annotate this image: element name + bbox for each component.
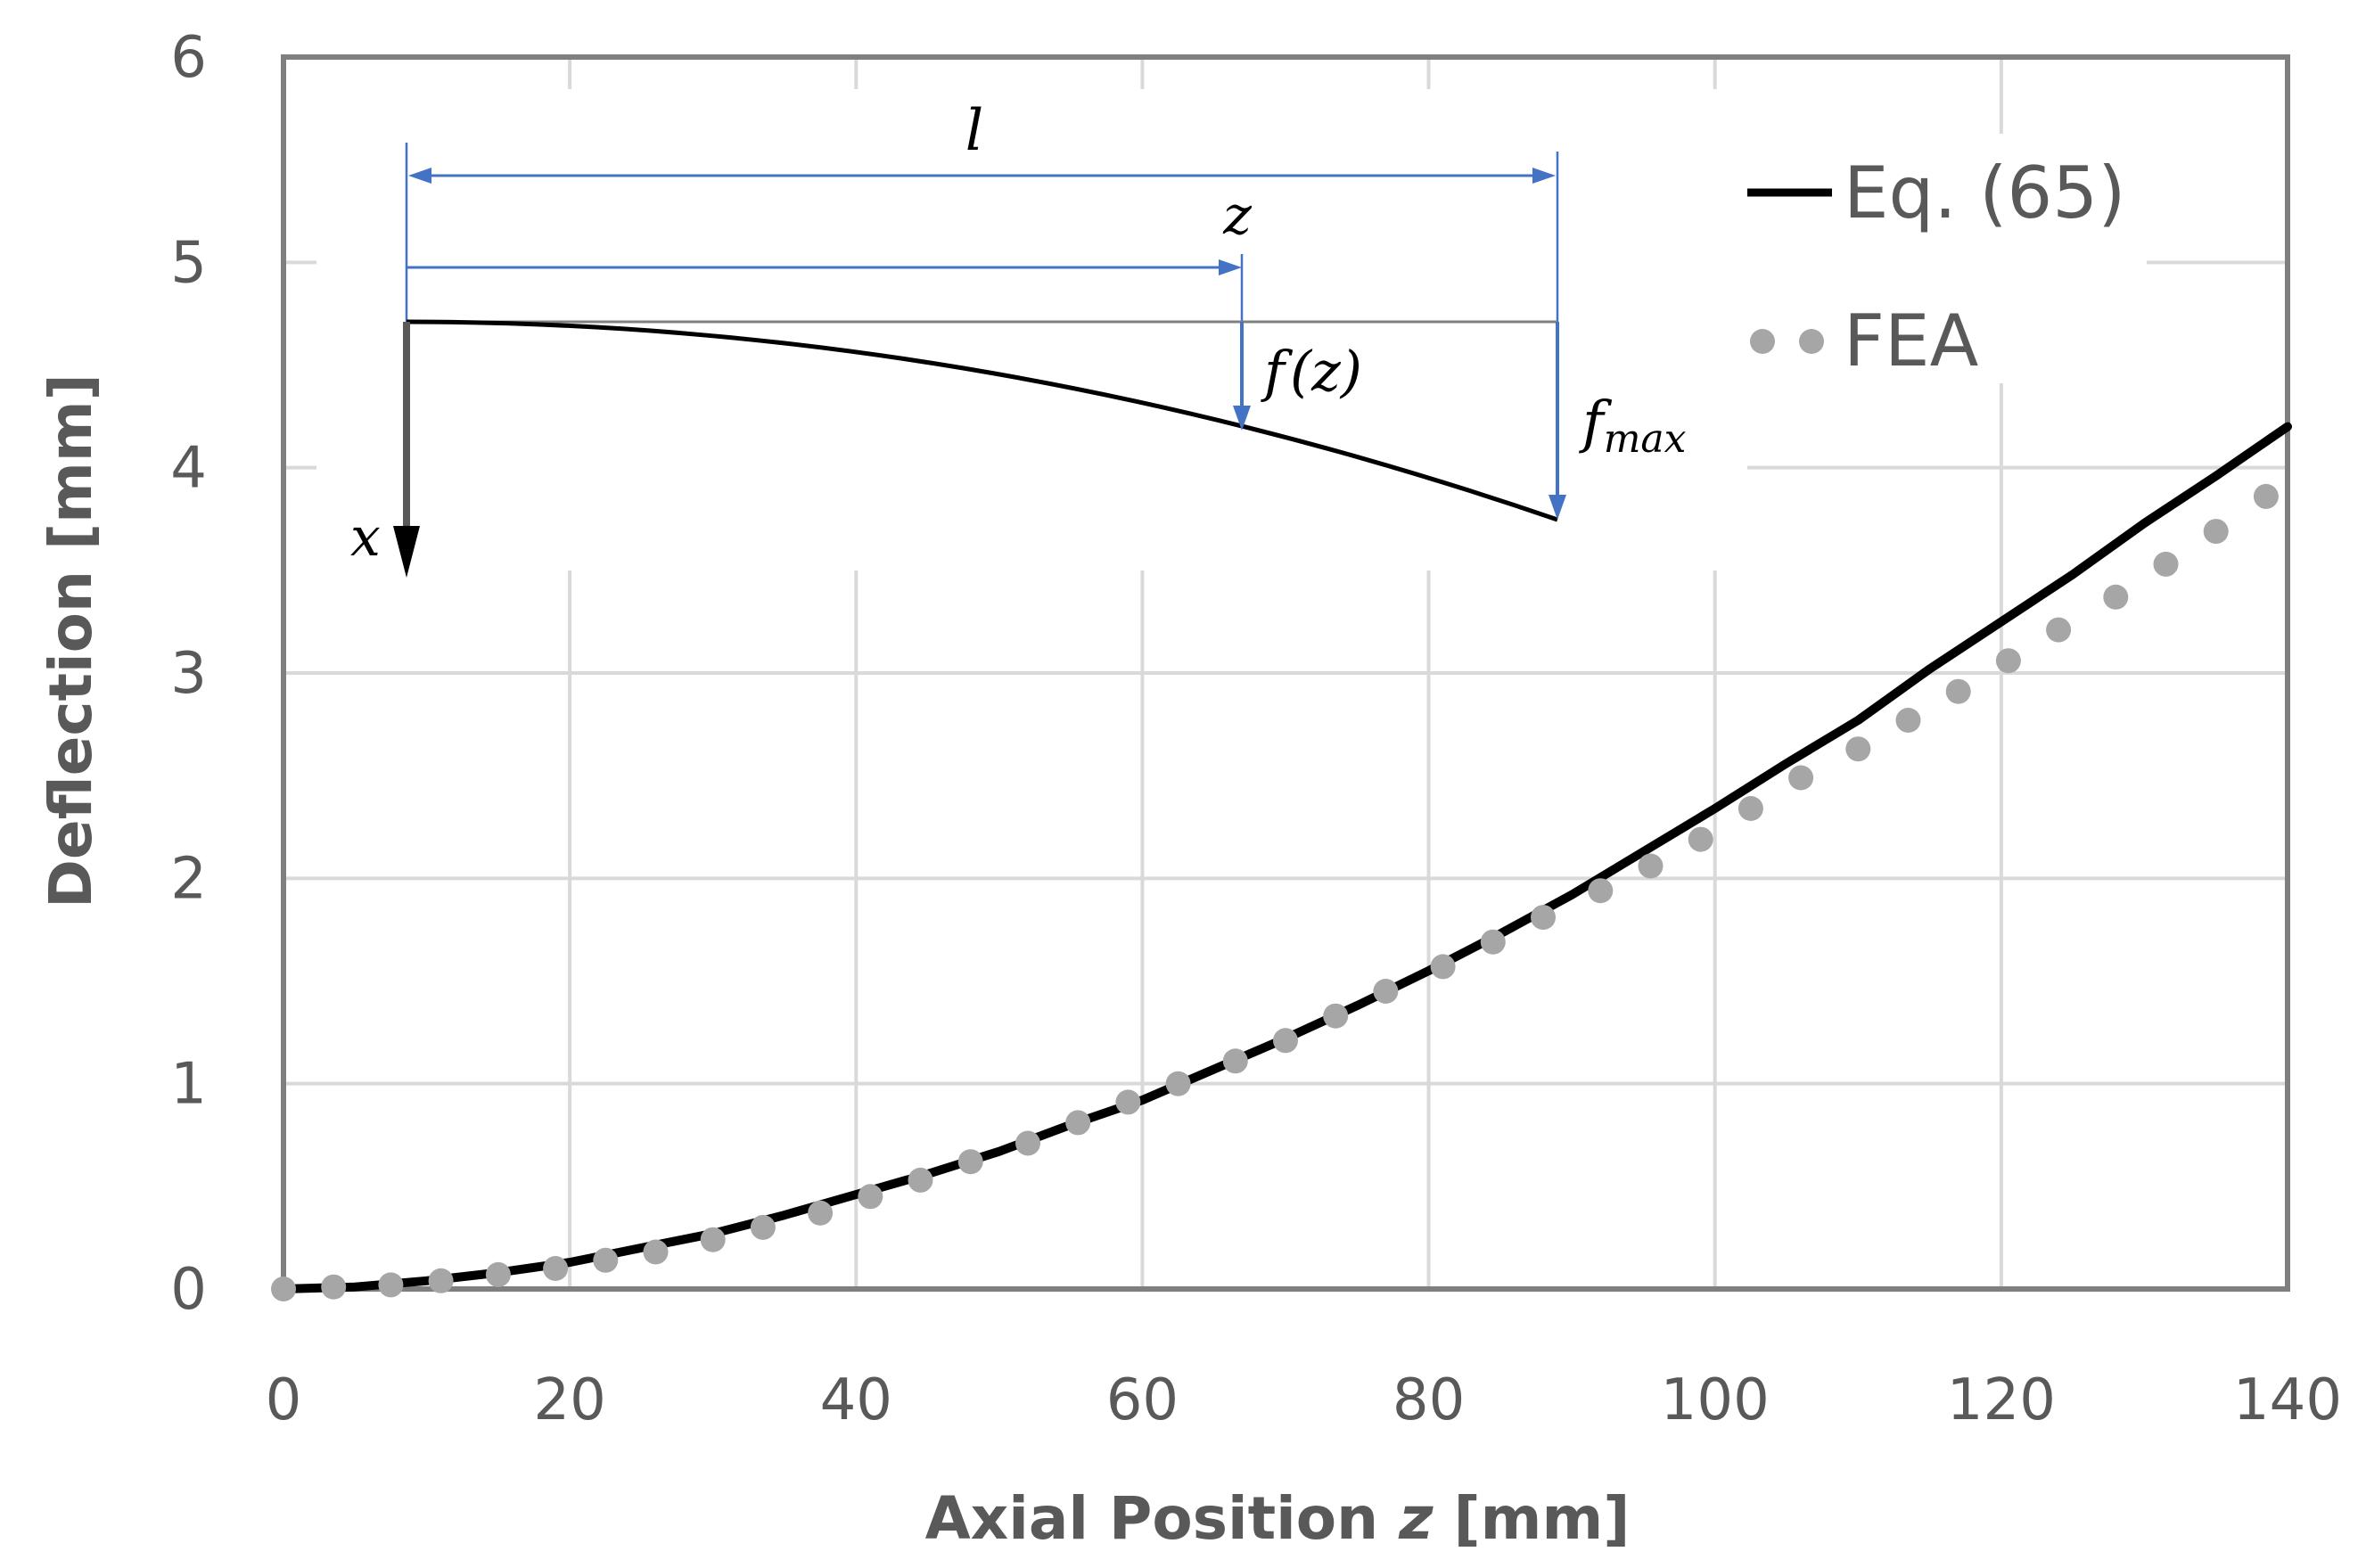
fea-point — [1273, 1028, 1298, 1054]
y-tick-labels: 0 1 2 3 4 5 6 — [170, 25, 207, 1323]
x-tick-label: 20 — [533, 1367, 605, 1433]
fea-point — [2103, 584, 2129, 610]
fea-point — [1065, 1110, 1091, 1136]
fmax-label: fmax — [1579, 390, 1687, 462]
fea-point — [1531, 905, 1556, 931]
x-tick-label: 100 — [1661, 1367, 1770, 1433]
fea-point — [2203, 519, 2229, 545]
x-tick-label: 80 — [1392, 1367, 1465, 1433]
fea-point — [321, 1274, 347, 1300]
fea-point — [1638, 853, 1664, 879]
inset-background — [316, 89, 1747, 571]
y-tick-label: 2 — [170, 846, 207, 912]
fea-point — [543, 1256, 569, 1281]
x-axis-title-suffix: [mm] — [1434, 1484, 1631, 1553]
fea-point — [1165, 1071, 1191, 1096]
length-label: l — [965, 98, 983, 164]
fea-point — [428, 1268, 454, 1293]
fmax-arrowhead — [1549, 495, 1566, 520]
x-tick-label: 60 — [1106, 1367, 1179, 1433]
x-axis-inset-label: x — [350, 506, 381, 569]
fea-point — [750, 1214, 776, 1240]
x-tick-label: 0 — [266, 1367, 302, 1433]
x-axis-title: Axial Position z [mm] — [925, 1484, 1631, 1553]
fea-point — [1430, 954, 1456, 980]
fea-point — [2153, 551, 2179, 577]
fea-point — [1845, 736, 1871, 762]
fea-point — [1480, 929, 1506, 955]
fea-point — [1323, 1003, 1349, 1029]
fea-point — [1015, 1130, 1040, 1156]
x-axis-arrowhead — [393, 526, 420, 578]
length-arrowhead-right — [1532, 168, 1556, 184]
fea-point — [1373, 979, 1399, 1004]
fea-point — [1115, 1089, 1141, 1115]
fea-point — [1788, 765, 1814, 791]
length-arrowhead-left — [408, 168, 431, 184]
x-tick-labels: 0 20 40 60 80 100 120 140 — [266, 1367, 2342, 1433]
x-axis-title-prefix: Axial Position — [925, 1484, 1400, 1553]
fea-point — [485, 1261, 511, 1287]
x-tick-label: 120 — [1947, 1367, 2056, 1433]
x-tick-label: 140 — [2233, 1367, 2342, 1433]
legend-fea-dot — [1799, 329, 1824, 354]
fmax-label-sub: max — [1604, 416, 1687, 462]
fea-point — [1895, 708, 1921, 733]
fea-point — [908, 1167, 933, 1193]
x-axis-title-var: z — [1398, 1484, 1434, 1553]
fea-point — [271, 1277, 296, 1301]
deflected-beam-curve — [406, 319, 1558, 522]
fea-point — [1738, 796, 1763, 821]
fea-point — [1688, 826, 1713, 852]
fea-point — [2253, 483, 2279, 509]
fea-point — [643, 1239, 669, 1265]
y-tick-label: 0 — [170, 1257, 207, 1323]
y-tick-label: 4 — [170, 436, 207, 502]
position-label: z — [1222, 185, 1252, 247]
y-tick-label: 1 — [170, 1052, 207, 1118]
y-tick-label: 6 — [170, 25, 207, 91]
position-arrowhead — [1219, 259, 1242, 275]
legend-eq-label: Eq. (65) — [1844, 152, 2125, 234]
fea-point — [957, 1149, 983, 1175]
fea-point — [808, 1200, 834, 1226]
legend: Eq. (65) FEA — [1692, 134, 2147, 383]
y-tick-label: 5 — [170, 230, 207, 296]
series-layer — [271, 422, 2292, 1301]
fz-label: f(z) — [1261, 339, 1362, 404]
fea-point — [1588, 878, 1614, 904]
fea-point — [1222, 1048, 1248, 1074]
fea-point — [700, 1227, 726, 1252]
fz-arrowhead — [1233, 406, 1251, 431]
legend-fea-label: FEA — [1844, 300, 1979, 382]
cantilever-inset: l z x f(z) fmax — [316, 89, 1747, 578]
fz-label-arg: (z) — [1290, 339, 1362, 404]
legend-fea-dot — [1750, 329, 1775, 354]
fea-point — [378, 1272, 404, 1298]
x-tick-label: 40 — [820, 1367, 892, 1433]
fea-point — [593, 1247, 619, 1273]
fea-point — [2046, 617, 2072, 643]
fea-point — [858, 1184, 883, 1210]
fea-point — [1995, 648, 2021, 674]
fea-point — [1945, 678, 1971, 704]
y-tick-label: 3 — [170, 641, 207, 707]
plot-frame — [281, 54, 2290, 1292]
y-axis-title: Deflection [mm] — [37, 374, 105, 908]
